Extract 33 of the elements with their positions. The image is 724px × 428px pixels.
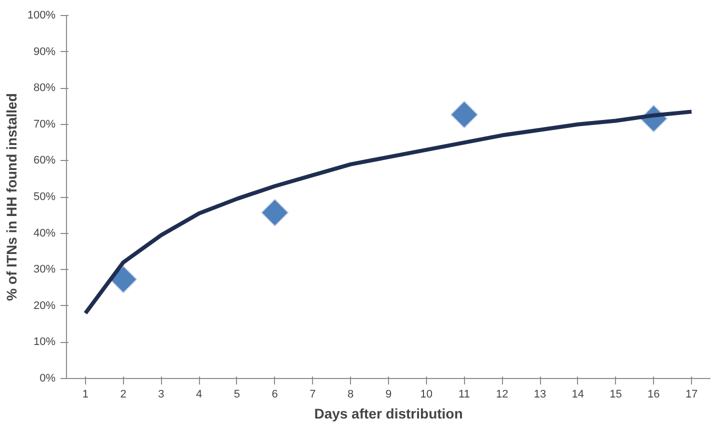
y-tick-label: 50% (33, 191, 56, 203)
point (260, 198, 289, 227)
x-tick-label: 13 (534, 388, 546, 400)
x-tick-label: 14 (572, 388, 584, 400)
x-tick-label: 15 (610, 388, 622, 400)
x-tick-label: 7 (310, 388, 316, 400)
x-axis-title: Days after distribution (314, 406, 463, 422)
x-tick-label: 11 (458, 388, 470, 400)
x-tick-label: 10 (420, 388, 433, 400)
x-tick-label: 12 (496, 388, 508, 400)
x-tick-label: 8 (348, 388, 354, 400)
x-tick-label: 2 (120, 388, 126, 400)
y-tick-label: 10% (33, 336, 56, 348)
line-series (83, 110, 694, 316)
x-tick-label: 3 (158, 388, 164, 400)
point (450, 100, 478, 129)
y-tick-label: 40% (33, 227, 56, 240)
x-tick-label: 6 (272, 388, 278, 400)
x-tick-label: 4 (196, 388, 202, 400)
y-tick-label: 60% (33, 154, 56, 167)
x-tick-label: 1 (82, 388, 89, 400)
y-tick-label: 30% (33, 264, 56, 276)
y-tick-label: 0% (40, 372, 56, 384)
x-tick-label: 5 (234, 388, 240, 400)
x-tick-label: 9 (385, 388, 392, 400)
x-tick-label: 17 (685, 388, 698, 400)
y-tick-label: 80% (33, 82, 56, 94)
y-tick-label: 70% (33, 118, 56, 130)
y-axis-title: % of ITNs in HH found installed (3, 93, 20, 301)
x-tick-label: 16 (648, 388, 660, 400)
y-tick-label: 20% (33, 300, 56, 312)
y-tick-label: 100% (27, 10, 56, 22)
y-tick-label: 90% (33, 46, 56, 58)
